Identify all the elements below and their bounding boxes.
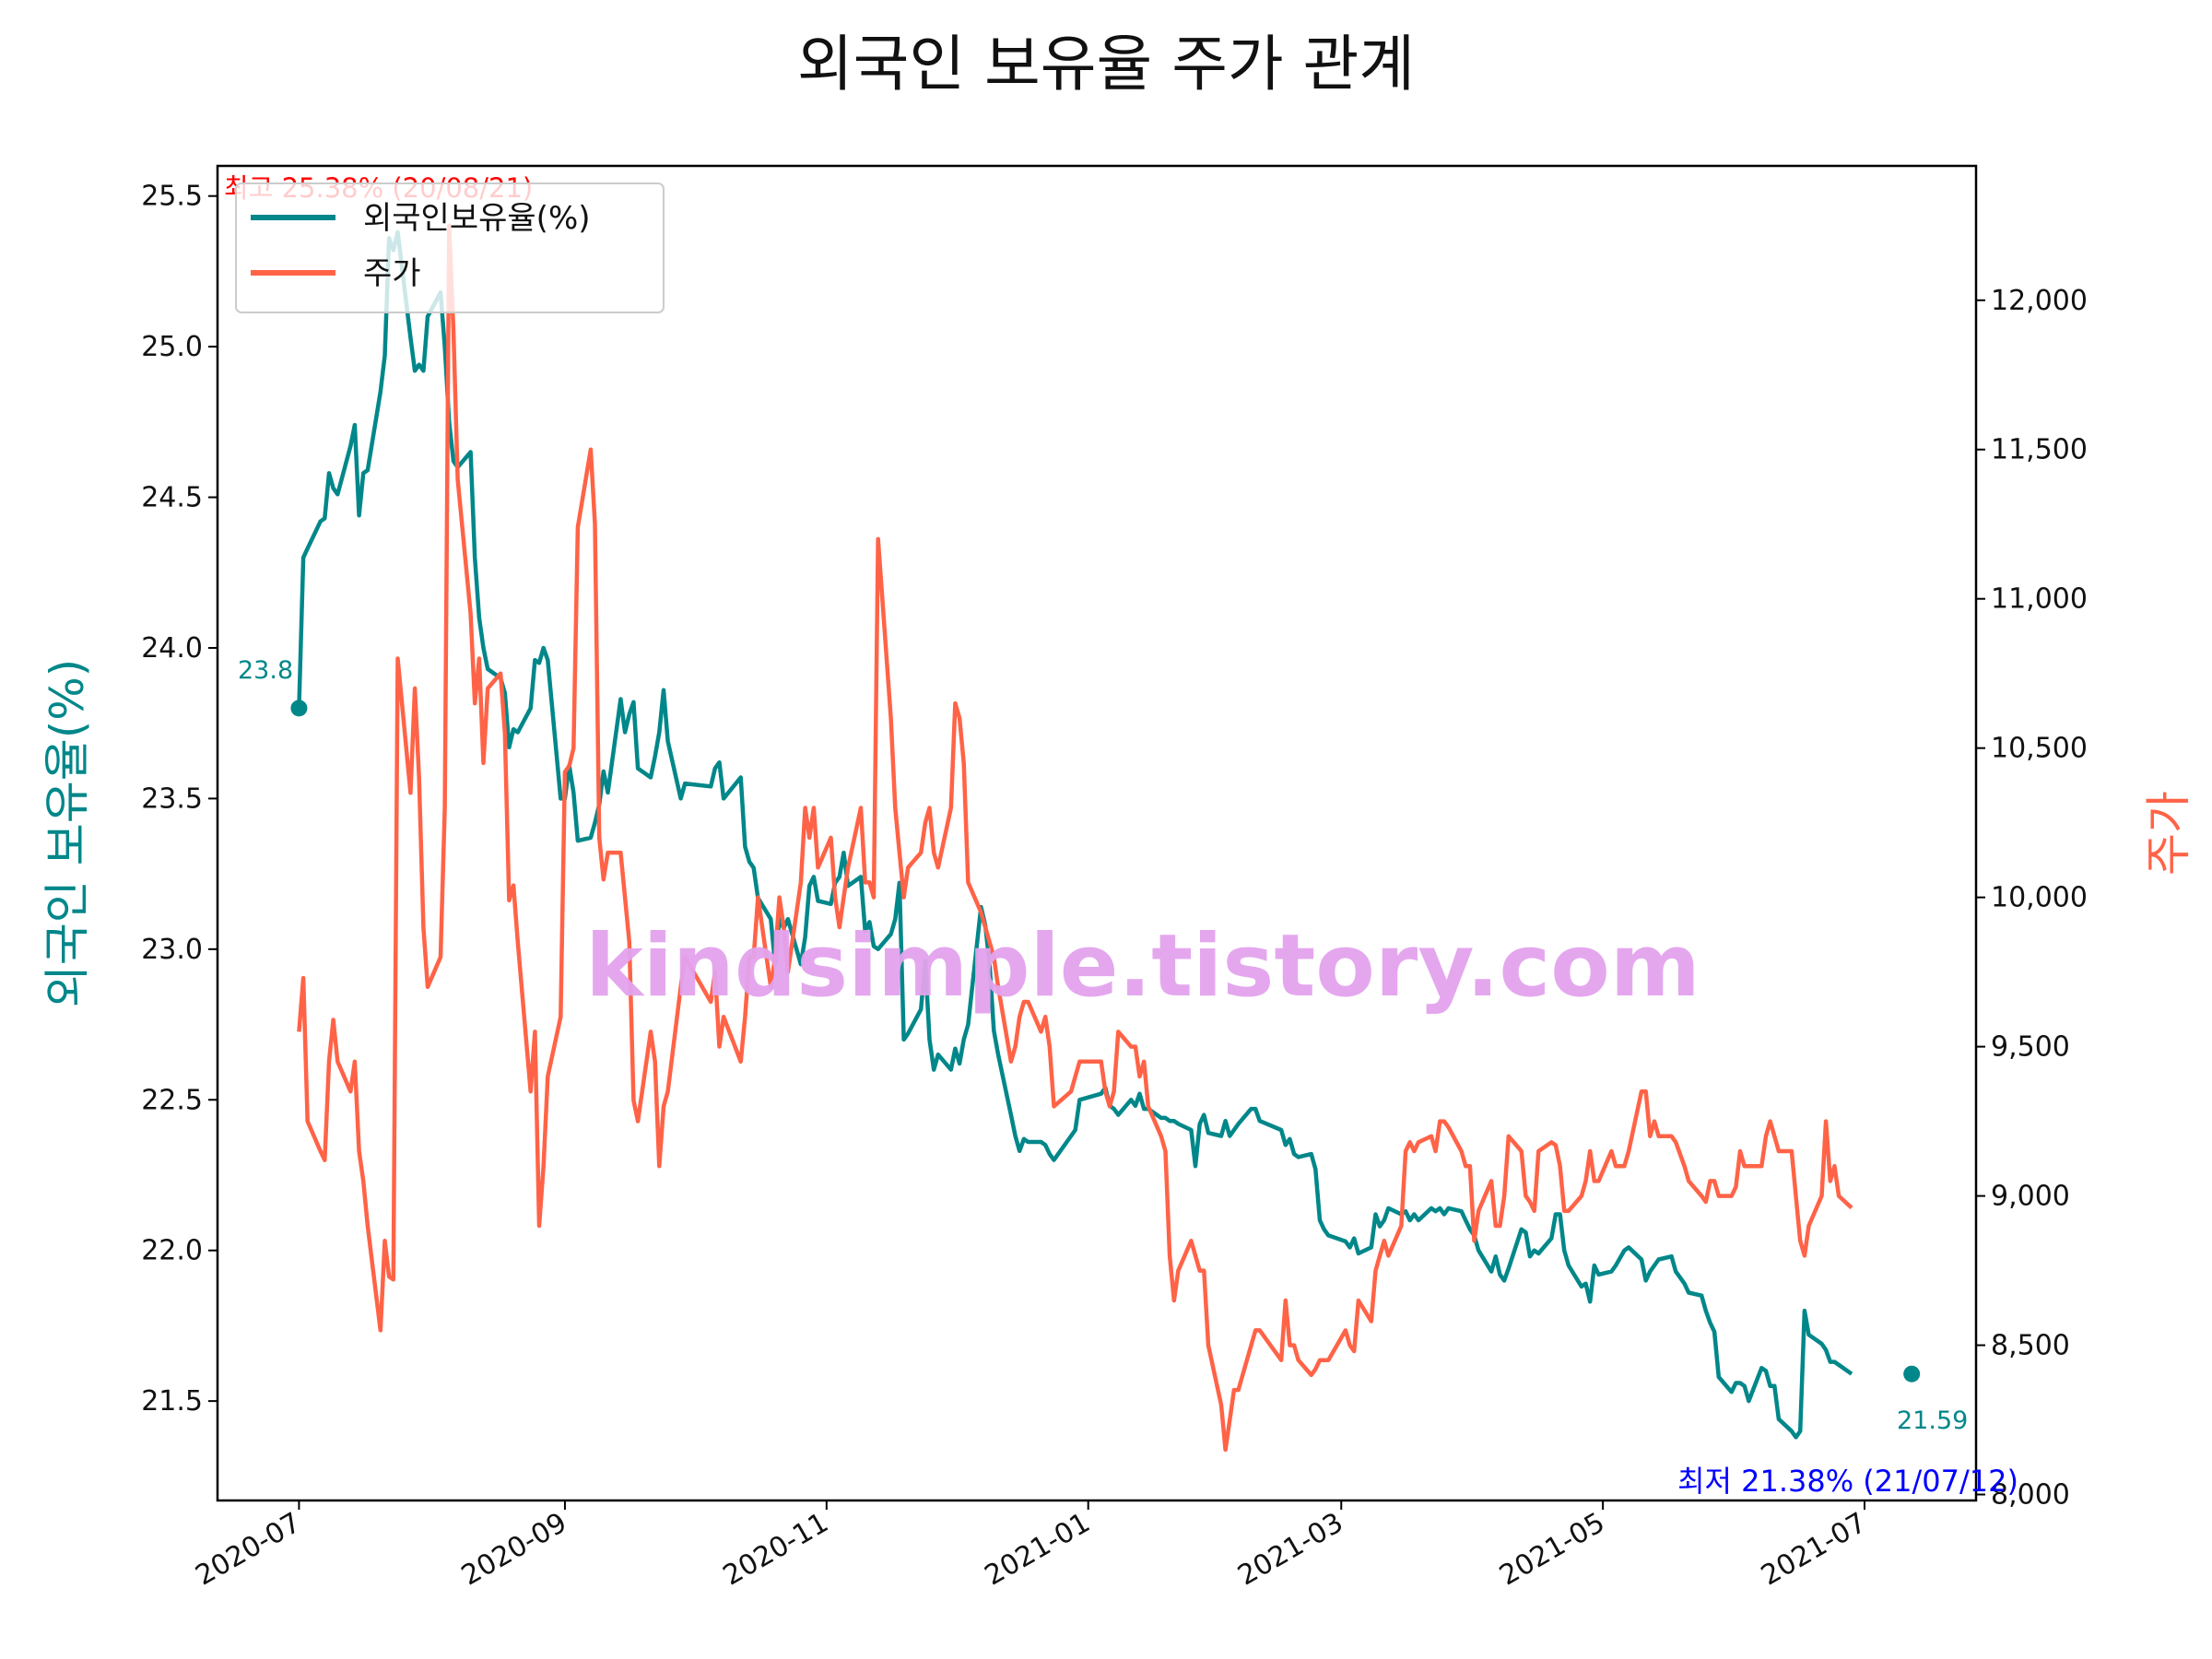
right-y-tick-label: 9,500	[1991, 1031, 2070, 1064]
left-axis-label: 외국인 보유율(%)	[41, 659, 94, 1007]
stock-price-line	[297, 223, 1853, 1453]
legend-label-price: 주가	[363, 255, 421, 292]
legend-box	[235, 182, 665, 313]
chart-title: 외국인 보유율 주가 관계	[797, 29, 1415, 100]
watermark: kindsimple.tistory.com	[585, 916, 1700, 1017]
left-y-tick-label: 24.0	[141, 632, 203, 665]
foreign-ownership-line	[297, 229, 1853, 1440]
left-y-tick-label: 24.5	[141, 482, 203, 514]
left-y-tick-label: 23.0	[141, 934, 203, 966]
min-annotation: 최저 21.38% (21/07/12)	[1677, 1464, 2018, 1499]
start-value-label: 23.8	[238, 656, 293, 685]
right-y-tick-label: 11,500	[1991, 434, 2088, 466]
end-point-marker	[1903, 1365, 1921, 1382]
right-y-tick-label: 12,000	[1991, 285, 2088, 317]
right-y-tick-label: 11,000	[1991, 583, 2088, 616]
legend-label-foreign: 외국인보유율(%)	[363, 200, 591, 237]
legend: 외국인보유율(%) 주가	[235, 182, 665, 313]
right-axis-label: 주가	[2142, 791, 2195, 876]
left-y-tick-label: 22.0	[141, 1235, 203, 1267]
left-y-tick-label: 25.0	[141, 331, 203, 363]
start-point-marker	[290, 700, 308, 717]
left-y-tick-label: 22.5	[141, 1084, 203, 1116]
right-y-tick-label: 10,000	[1991, 882, 2088, 914]
left-y-tick-label: 21.5	[141, 1385, 203, 1418]
right-y-tick-label: 10,500	[1991, 733, 2088, 765]
end-value-label: 21.59	[1897, 1406, 1968, 1435]
left-y-tick-label: 23.5	[141, 782, 203, 815]
plot-area	[290, 223, 1921, 1453]
right-y-tick-label: 8,000	[1991, 1479, 2070, 1512]
left-y-tick-label: 25.5	[141, 181, 203, 213]
right-y-tick-label: 9,000	[1991, 1181, 2070, 1213]
right-y-tick-label: 8,500	[1991, 1330, 2070, 1362]
plot-frame	[216, 164, 1978, 1502]
